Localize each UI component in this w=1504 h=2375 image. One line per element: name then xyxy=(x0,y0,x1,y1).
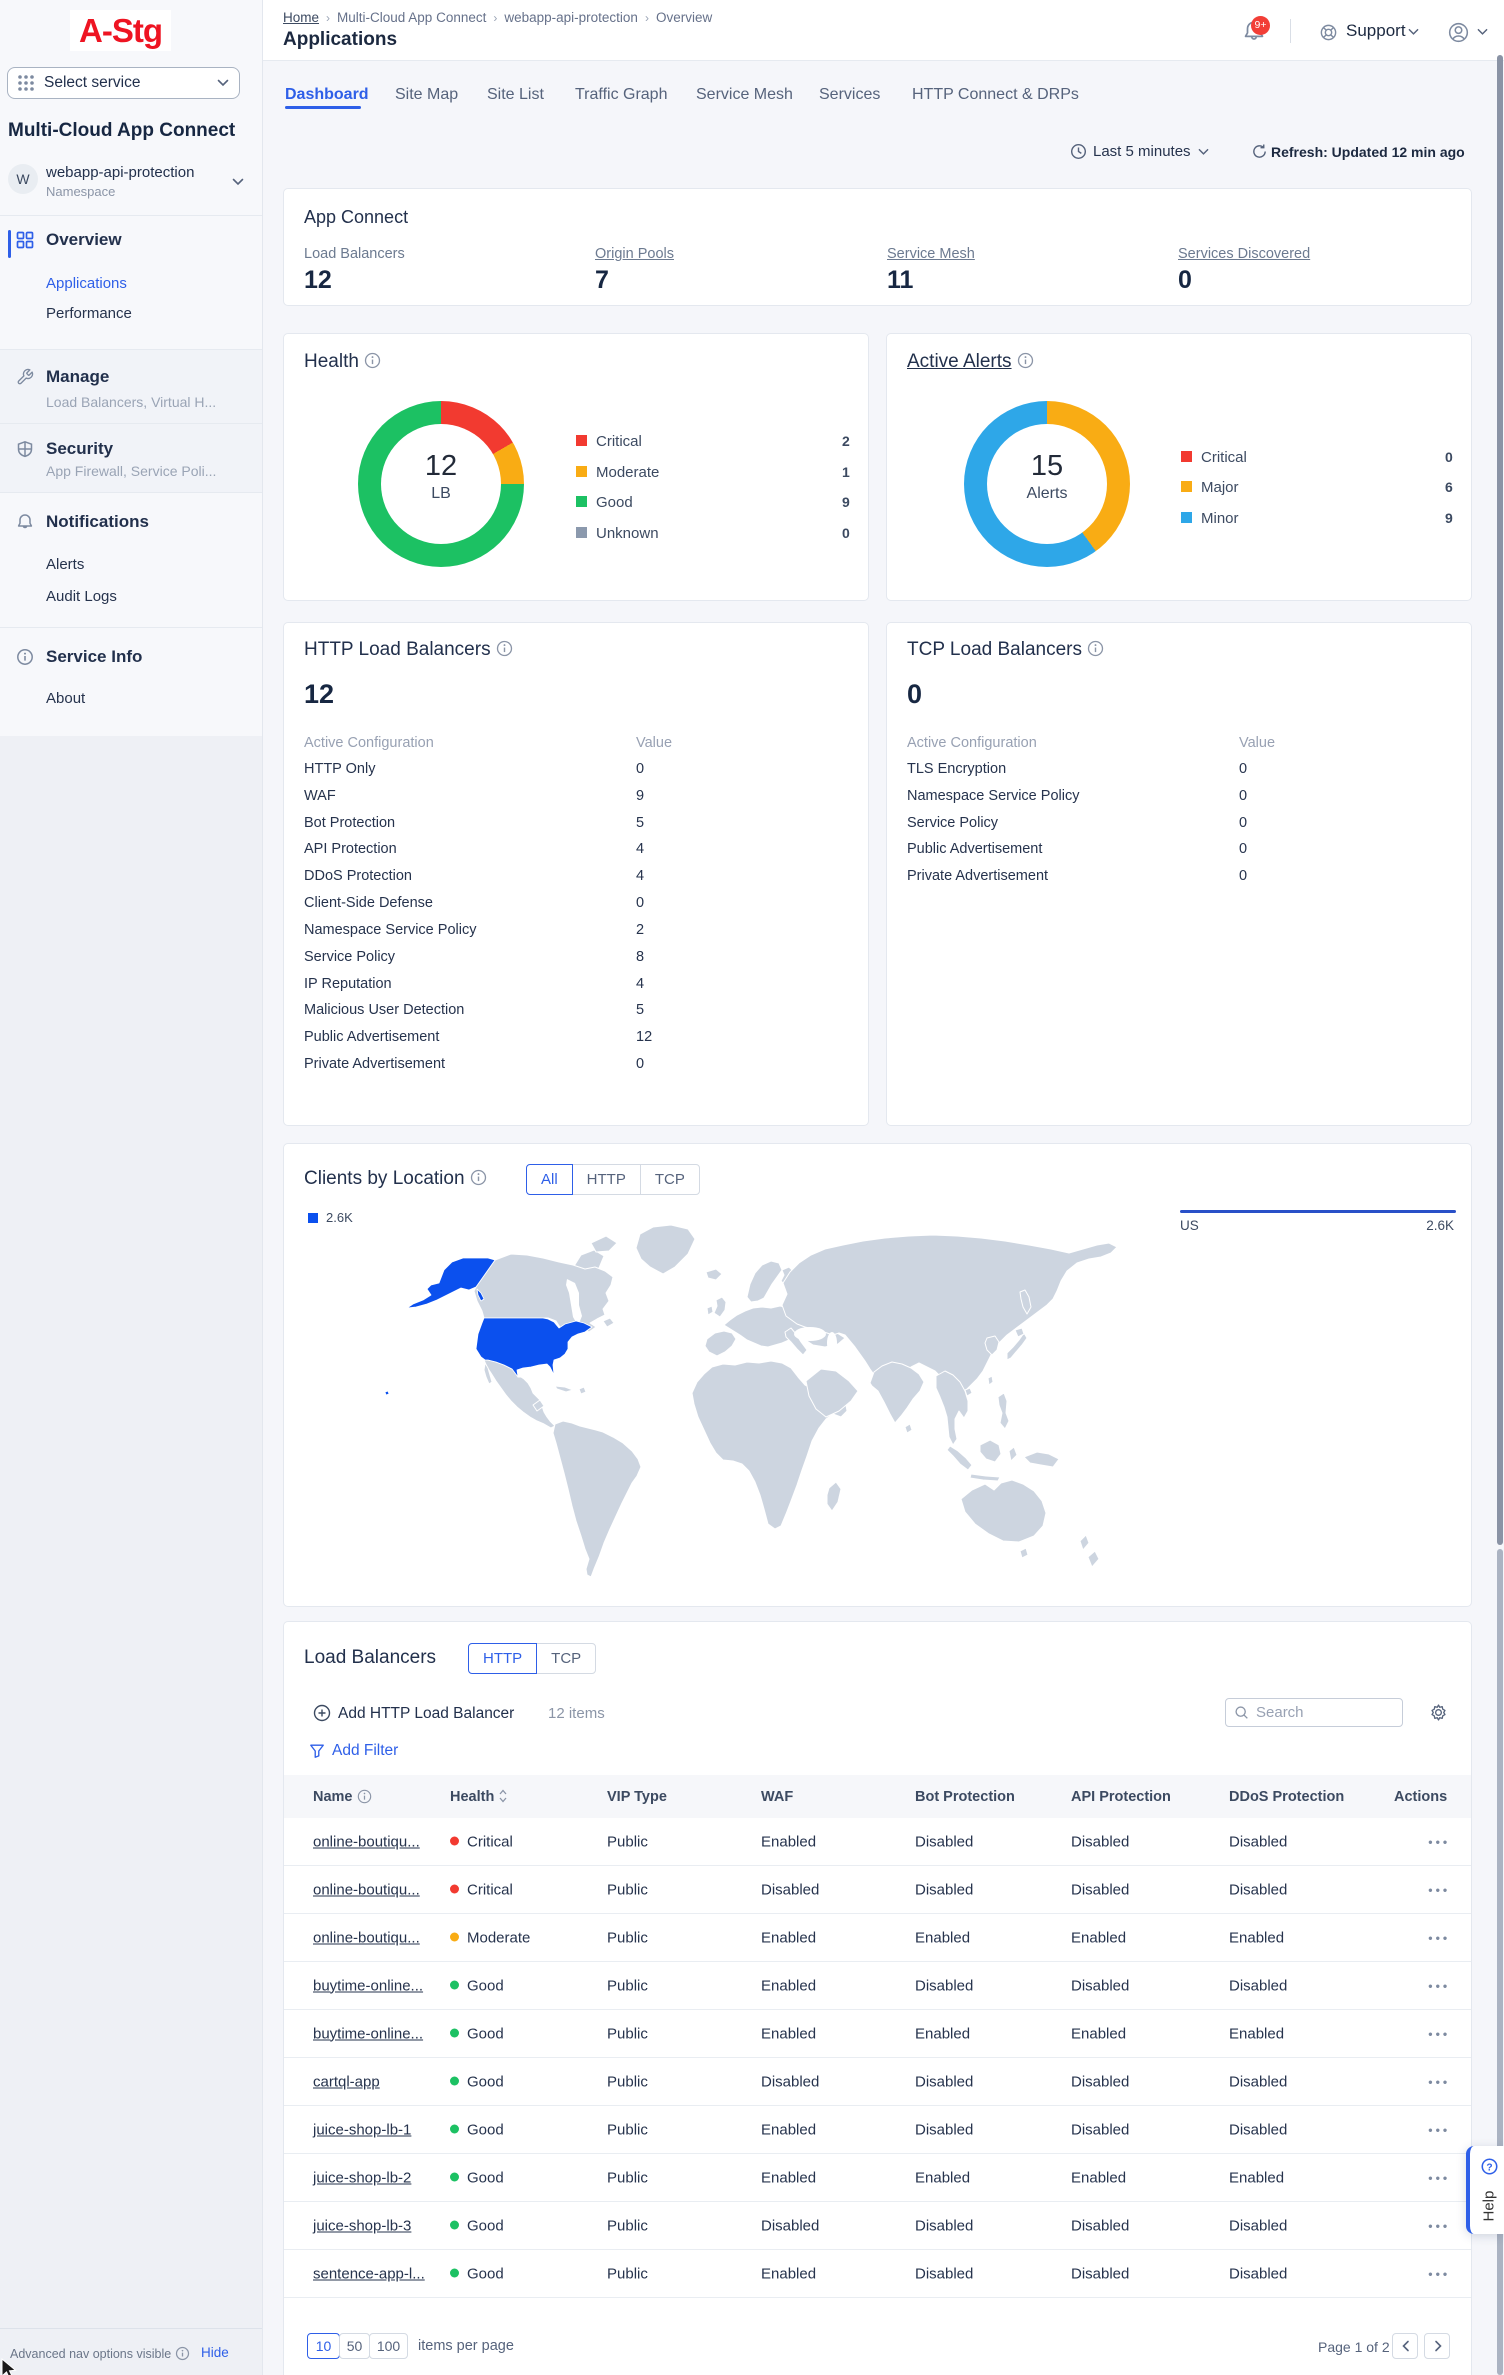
svg-text:?: ? xyxy=(1486,2162,1492,2173)
